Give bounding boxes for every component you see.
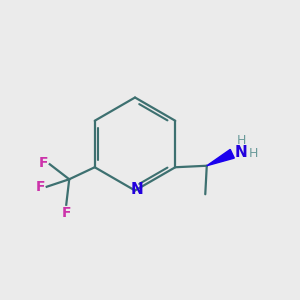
Text: H: H: [249, 147, 259, 160]
Text: F: F: [38, 156, 48, 170]
Text: F: F: [61, 206, 71, 220]
Text: H: H: [237, 134, 246, 147]
Text: F: F: [35, 180, 45, 194]
Polygon shape: [207, 149, 234, 166]
Text: N: N: [130, 182, 143, 197]
Text: N: N: [235, 145, 247, 160]
